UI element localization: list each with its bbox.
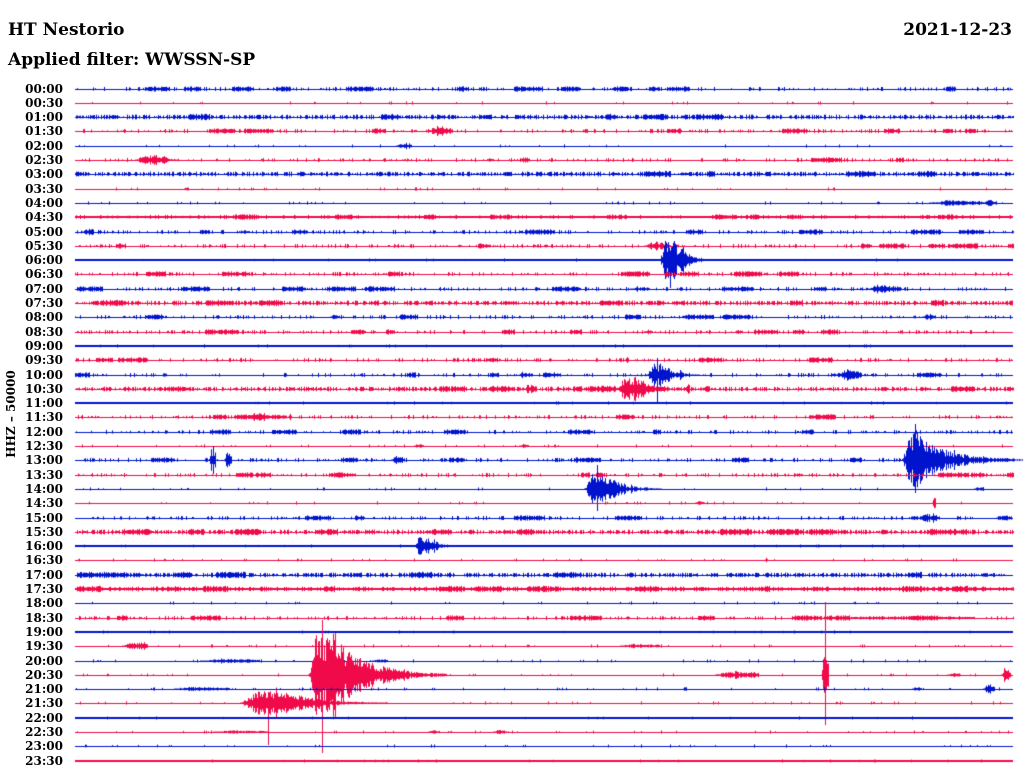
- trace-time-label: 22:00: [25, 711, 63, 725]
- trace-time-label: 00:00: [25, 82, 63, 96]
- trace-time-label: 19:00: [25, 625, 63, 639]
- trace-time-label: 10:30: [25, 382, 63, 396]
- time-axis: 00:00 00:30 01:00 01:30 02:00 02:30 03:00 03:30…: [0, 0, 63, 780]
- trace-time-label: 10:00: [25, 368, 63, 382]
- trace-time-label: 22:30: [25, 725, 63, 739]
- trace-time-label: 04:00: [25, 196, 63, 210]
- trace-time-label: 06:30: [25, 267, 63, 281]
- trace-time-label: 06:00: [25, 253, 63, 267]
- trace-time-label: 14:00: [25, 482, 63, 496]
- trace-time-label: 01:30: [25, 124, 63, 138]
- trace-time-label: 03:30: [25, 182, 63, 196]
- trace-time-label: 20:30: [25, 668, 63, 682]
- trace-time-label: 07:30: [25, 296, 63, 310]
- trace-time-label: 07:00: [25, 282, 63, 296]
- trace-time-label: 23:00: [25, 739, 63, 753]
- trace-time-label: 16:30: [25, 553, 63, 567]
- plot-date: 2021-12-23: [903, 20, 1012, 40]
- trace-time-label: 16:00: [25, 539, 63, 553]
- trace-time-label: 09:30: [25, 353, 63, 367]
- trace-time-label: 17:30: [25, 582, 63, 596]
- trace-time-label: 08:30: [25, 325, 63, 339]
- trace-time-label: 04:30: [25, 210, 63, 224]
- trace-time-label: 17:00: [25, 568, 63, 582]
- trace-time-label: 12:00: [25, 425, 63, 439]
- trace-time-label: 18:00: [25, 596, 63, 610]
- trace-time-label: 02:00: [25, 139, 63, 153]
- trace-time-label: 21:30: [25, 696, 63, 710]
- trace-time-label: 00:30: [25, 96, 63, 110]
- trace-time-label: 03:00: [25, 167, 63, 181]
- trace-time-label: 02:30: [25, 153, 63, 167]
- applied-filter-label: Applied filter: WWSSN-SP: [8, 50, 256, 70]
- trace-time-label: 11:00: [25, 396, 63, 410]
- trace-time-label: 14:30: [25, 496, 63, 510]
- station-title: HT Nestorio: [8, 20, 125, 40]
- trace-time-label: 11:30: [25, 410, 63, 424]
- trace-time-label: 15:00: [25, 511, 63, 525]
- trace-time-label: 23:30: [25, 754, 63, 768]
- trace-time-label: 05:00: [25, 225, 63, 239]
- trace-time-label: 09:00: [25, 339, 63, 353]
- trace-time-label: 08:00: [25, 310, 63, 324]
- trace-time-label: 13:00: [25, 453, 63, 467]
- trace-time-label: 21:00: [25, 682, 63, 696]
- trace-time-label: 20:00: [25, 654, 63, 668]
- trace-time-label: 19:30: [25, 639, 63, 653]
- trace-time-label: 12:30: [25, 439, 63, 453]
- trace-time-label: 13:30: [25, 468, 63, 482]
- trace-time-label: 05:30: [25, 239, 63, 253]
- trace-time-label: 15:30: [25, 525, 63, 539]
- trace-time-label: 18:30: [25, 611, 63, 625]
- trace-time-label: 01:00: [25, 110, 63, 124]
